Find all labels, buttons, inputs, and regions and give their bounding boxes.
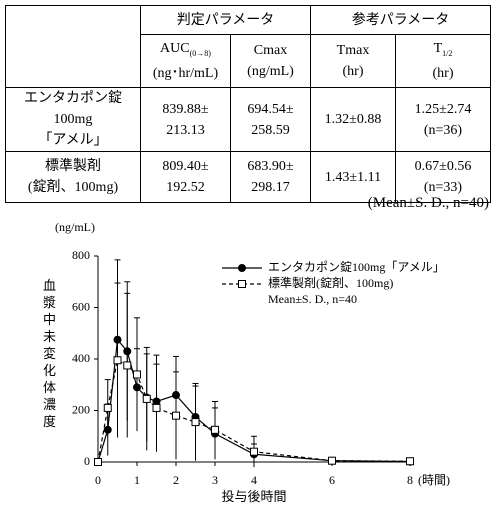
data-point bbox=[142, 394, 151, 403]
column-subscript: (0→8) bbox=[189, 48, 211, 58]
column-name: Cmax bbox=[231, 40, 310, 61]
column-name: AUC(0→8) bbox=[141, 38, 230, 64]
group-header: 参考パラメータ bbox=[310, 5, 491, 35]
legend-marker bbox=[238, 280, 246, 288]
data-point bbox=[123, 361, 132, 370]
data-point bbox=[328, 456, 336, 465]
data-cell: 839.88± 213.13 bbox=[140, 87, 231, 152]
header-row: 判定パラメータ 参考パラメータ bbox=[5, 5, 491, 88]
row-label-line: 「アメル」 bbox=[38, 133, 108, 148]
y-tick-label: 0 bbox=[84, 454, 90, 468]
column-name-text: AUC bbox=[160, 40, 190, 56]
column-header: T1/2 (hr) bbox=[395, 34, 491, 88]
cell-line: 298.17 bbox=[251, 180, 290, 195]
cell-line: (n=33) bbox=[423, 180, 463, 195]
x-tick-label: 6 bbox=[329, 473, 335, 487]
column-name-text: Cmax bbox=[253, 43, 288, 58]
data-point bbox=[406, 457, 414, 466]
data-point bbox=[152, 403, 161, 412]
x-axis-label: 投与後時間 bbox=[221, 489, 286, 504]
data-row: エンタカポン錠100mg 「アメル」 839.88± 213.13 694.54± 258… bbox=[5, 87, 491, 152]
cell-line: 258.59 bbox=[251, 122, 290, 138]
y-tick-label: 200 bbox=[72, 402, 90, 416]
data-point bbox=[250, 447, 258, 456]
y-unit: (ng/mL) bbox=[55, 220, 95, 234]
x-tick-label: 3 bbox=[212, 473, 218, 487]
cell-line: 213.13 bbox=[166, 122, 205, 138]
data-point bbox=[211, 425, 219, 434]
x-tick-label: 4 bbox=[251, 473, 257, 487]
column-unit: (ng/mL) bbox=[247, 64, 294, 79]
cell-line: 694.54± bbox=[247, 101, 294, 117]
cell-line: 809.40± bbox=[162, 159, 209, 174]
x-unit: (時間) bbox=[418, 473, 450, 487]
x-tick-label: 8 bbox=[407, 473, 413, 487]
data-cell: 0.67±0.56 (n=33) bbox=[395, 151, 491, 203]
x-tick-label: 0 bbox=[95, 473, 101, 487]
column-name: Tmax bbox=[311, 40, 395, 61]
column-header: Cmax (ng/mL) bbox=[230, 34, 311, 88]
corner-cell bbox=[5, 5, 141, 88]
group-header: 判定パラメータ bbox=[140, 5, 311, 35]
column-unit: (hr) bbox=[432, 66, 454, 82]
column-subscript: 1/2 bbox=[442, 48, 453, 58]
pk-table: 判定パラメータ 参考パラメータ AUC(0→8) (ng･hr/mL) Cmax (ng/… bbox=[5, 5, 491, 203]
data-cell: 683.90± 298.17 bbox=[230, 151, 311, 203]
column-unit: (hr) bbox=[342, 64, 364, 79]
row-label-line: エンタカポン錠100mg bbox=[24, 91, 122, 127]
data-cell: 694.54± 258.59 bbox=[230, 87, 311, 152]
x-tick-label: 2 bbox=[173, 473, 179, 487]
column-unit: (ng･hr/mL) bbox=[152, 66, 219, 82]
data-point bbox=[133, 370, 141, 379]
row-label: エンタカポン錠100mg 「アメル」 bbox=[5, 87, 141, 152]
cell-line: 683.90± bbox=[247, 159, 294, 174]
table-note: (Mean±S. D., n=40) bbox=[367, 195, 489, 211]
cell-line: 1.32±0.88 bbox=[324, 112, 382, 127]
row-label-line: (錠剤、100mg) bbox=[27, 180, 119, 195]
cell-line: 1.43±1.11 bbox=[324, 169, 382, 185]
cell-line: 839.88± bbox=[162, 101, 209, 117]
legend-label: 標準製剤(錠剤、100mg) bbox=[268, 275, 393, 290]
cell-line: 192.52 bbox=[166, 180, 205, 195]
row-label: 標準製剤 (錠剤、100mg) bbox=[5, 151, 141, 203]
column-name-text: Tmax bbox=[336, 43, 370, 58]
legend-label: エンタカポン錠100mg「アメル」 bbox=[268, 259, 445, 274]
data-point bbox=[94, 458, 102, 466]
header-row: AUC(0→8) (ng･hr/mL) Cmax (ng/mL) Tmax (hr) T1/… bbox=[6, 34, 491, 88]
cell-line: (n=36) bbox=[423, 122, 463, 138]
column-header: AUC(0→8) (ng･hr/mL) bbox=[140, 34, 231, 88]
row-label-line: 標準製剤 bbox=[45, 159, 101, 174]
legend-note: Mean±S. D., n=40 bbox=[268, 292, 357, 306]
chart: 0 200 400 600 800 0 1 2 3 4 6 8 (ng/mL) 血漿中未変化体濃度投与後時… bbox=[41, 220, 450, 504]
y-tick-label: 400 bbox=[72, 351, 90, 365]
y-tick-label: 600 bbox=[72, 299, 90, 313]
column-name: T1/2 bbox=[396, 38, 490, 64]
legend-marker bbox=[238, 264, 246, 272]
y-tick-label: 800 bbox=[72, 248, 90, 262]
data-cell: 809.40± 192.52 bbox=[140, 151, 231, 203]
y-axis-label: 血漿中未変化体濃度 bbox=[41, 279, 56, 432]
column-header: Tmax (hr) bbox=[310, 34, 396, 88]
data-cell: 1.43±1.11 bbox=[310, 151, 396, 203]
data-cell: 1.25±2.74 (n=36) bbox=[395, 87, 491, 152]
data-point bbox=[191, 418, 200, 427]
data-row: 標準製剤 (錠剤、100mg) 809.40± 192.52 683.90± 298.17… bbox=[5, 151, 491, 203]
column-name-text: T bbox=[433, 40, 443, 56]
x-tick-label: 1 bbox=[134, 473, 140, 487]
data-point bbox=[103, 403, 112, 412]
cell-line: 0.67±0.56 bbox=[414, 159, 472, 174]
data-cell: 1.32±0.88 bbox=[310, 87, 396, 152]
data-point bbox=[113, 356, 122, 365]
cell-line: 1.25±2.74 bbox=[414, 101, 472, 117]
data-point bbox=[172, 411, 180, 420]
